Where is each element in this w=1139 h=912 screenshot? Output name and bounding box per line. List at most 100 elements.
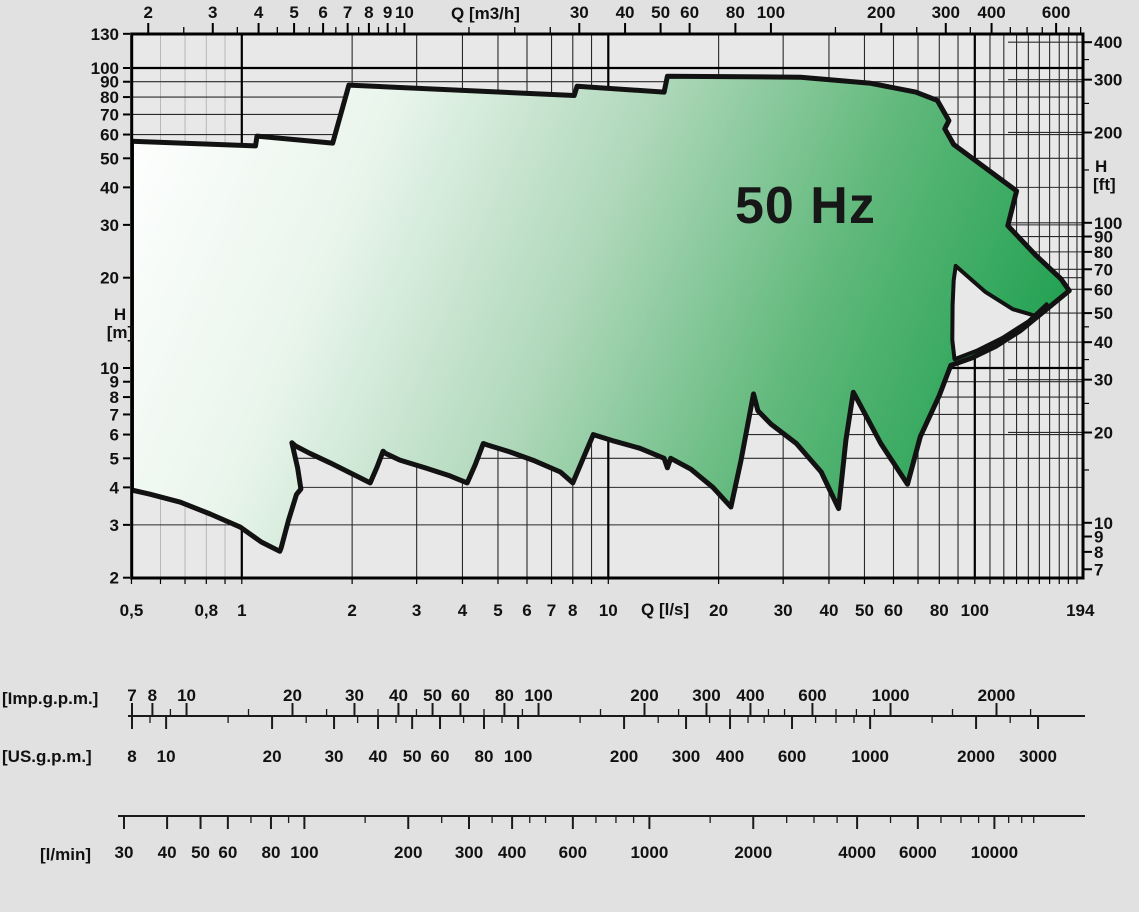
svg-text:6: 6 xyxy=(522,601,531,620)
svg-text:60: 60 xyxy=(431,747,450,766)
svg-text:10: 10 xyxy=(395,3,414,22)
svg-text:4: 4 xyxy=(254,3,264,22)
svg-text:100: 100 xyxy=(290,843,318,862)
svg-text:600: 600 xyxy=(559,843,587,862)
svg-text:3: 3 xyxy=(208,3,217,22)
svg-text:90: 90 xyxy=(1094,228,1113,247)
svg-text:20: 20 xyxy=(1094,423,1113,442)
svg-text:200: 200 xyxy=(610,747,638,766)
svg-text:5: 5 xyxy=(289,3,298,22)
svg-text:80: 80 xyxy=(100,88,119,107)
svg-text:100: 100 xyxy=(961,601,989,620)
svg-text:7: 7 xyxy=(1094,560,1103,579)
svg-text:40: 40 xyxy=(100,178,119,197)
svg-text:400: 400 xyxy=(977,3,1005,22)
svg-text:1000: 1000 xyxy=(872,686,910,705)
svg-text:100: 100 xyxy=(524,686,552,705)
svg-text:50: 50 xyxy=(651,3,670,22)
svg-text:80: 80 xyxy=(930,601,949,620)
svg-text:3: 3 xyxy=(110,516,119,535)
right-axis-unit: [ft] xyxy=(1093,175,1116,194)
envelope-notch xyxy=(950,263,1049,362)
svg-text:200: 200 xyxy=(1094,123,1122,142)
left-axis-title: H xyxy=(113,305,127,324)
svg-text:4000: 4000 xyxy=(838,843,876,862)
svg-text:8: 8 xyxy=(148,686,157,705)
svg-text:80: 80 xyxy=(1094,243,1113,262)
svg-text:70: 70 xyxy=(100,105,119,124)
bottom-axis-title: Q [l/s] xyxy=(641,600,690,619)
svg-text:30: 30 xyxy=(1094,371,1113,390)
svg-text:80: 80 xyxy=(495,686,514,705)
svg-text:9: 9 xyxy=(110,373,119,392)
svg-text:2: 2 xyxy=(144,3,153,22)
svg-text:10: 10 xyxy=(1094,514,1113,533)
svg-text:20: 20 xyxy=(263,747,282,766)
svg-text:10: 10 xyxy=(157,747,176,766)
lmin-ruler-label: [l/min] xyxy=(40,845,91,864)
svg-text:50: 50 xyxy=(855,601,874,620)
svg-text:30: 30 xyxy=(100,216,119,235)
svg-text:2: 2 xyxy=(347,601,356,620)
svg-text:20: 20 xyxy=(100,269,119,288)
svg-text:10: 10 xyxy=(599,601,618,620)
svg-text:60: 60 xyxy=(884,601,903,620)
top-axis-title: Q [m3/h] xyxy=(451,4,520,23)
svg-text:60: 60 xyxy=(1094,280,1113,299)
svg-text:50: 50 xyxy=(403,747,422,766)
svg-text:90: 90 xyxy=(100,73,119,92)
frequency-label: 50 Hz xyxy=(735,177,876,235)
svg-text:5: 5 xyxy=(493,601,502,620)
svg-text:100: 100 xyxy=(91,59,119,78)
svg-text:80: 80 xyxy=(261,843,280,862)
svg-text:5: 5 xyxy=(110,449,119,468)
us-gpm-ruler: 8 10 20 30 40 50 60 80 100 200 300 400 600 1000 2000 30… xyxy=(127,716,1057,766)
svg-text:300: 300 xyxy=(455,843,483,862)
svg-text:6000: 6000 xyxy=(899,843,937,862)
svg-text:7: 7 xyxy=(547,601,556,620)
svg-text:40: 40 xyxy=(389,686,408,705)
svg-text:30: 30 xyxy=(345,686,364,705)
svg-text:2000: 2000 xyxy=(734,843,772,862)
lmin-ruler: 30 40 50 60 80 100 200 300 400 600 1000 2000 4000 600… xyxy=(115,816,1035,862)
svg-text:10: 10 xyxy=(177,686,196,705)
svg-text:20: 20 xyxy=(283,686,302,705)
svg-text:7: 7 xyxy=(127,686,136,705)
svg-text:1: 1 xyxy=(237,601,246,620)
svg-text:100: 100 xyxy=(504,747,532,766)
svg-text:300: 300 xyxy=(1094,71,1122,90)
imp-gpm-ruler: 7 8 10 20 30 40 50 60 80 100 200 300 400 600 1000 2000 xyxy=(127,686,1032,716)
svg-text:3: 3 xyxy=(412,601,421,620)
svg-text:200: 200 xyxy=(394,843,422,862)
svg-text:30: 30 xyxy=(570,3,589,22)
svg-text:400: 400 xyxy=(498,843,526,862)
svg-text:80: 80 xyxy=(475,747,494,766)
svg-text:300: 300 xyxy=(932,3,960,22)
svg-text:8: 8 xyxy=(127,747,136,766)
svg-text:40: 40 xyxy=(369,747,388,766)
svg-text:8: 8 xyxy=(1094,543,1103,562)
svg-text:600: 600 xyxy=(778,747,806,766)
svg-text:60: 60 xyxy=(680,3,699,22)
svg-text:8: 8 xyxy=(364,3,373,22)
imp-gpm-ruler-label: [Imp.g.p.m.] xyxy=(2,689,99,708)
svg-text:50: 50 xyxy=(100,149,119,168)
svg-text:70: 70 xyxy=(1094,260,1113,279)
svg-text:80: 80 xyxy=(726,3,745,22)
svg-text:300: 300 xyxy=(692,686,720,705)
svg-text:6: 6 xyxy=(110,426,119,445)
left-axis-unit: [m] xyxy=(106,323,134,342)
svg-text:7: 7 xyxy=(110,405,119,424)
svg-text:50: 50 xyxy=(423,686,442,705)
svg-text:400: 400 xyxy=(736,686,764,705)
svg-text:8: 8 xyxy=(568,601,577,620)
svg-text:60: 60 xyxy=(100,126,119,145)
svg-text:4: 4 xyxy=(110,478,120,497)
svg-text:600: 600 xyxy=(1042,3,1070,22)
svg-text:300: 300 xyxy=(672,747,700,766)
svg-text:0,5: 0,5 xyxy=(120,601,144,620)
svg-text:40: 40 xyxy=(158,843,177,862)
